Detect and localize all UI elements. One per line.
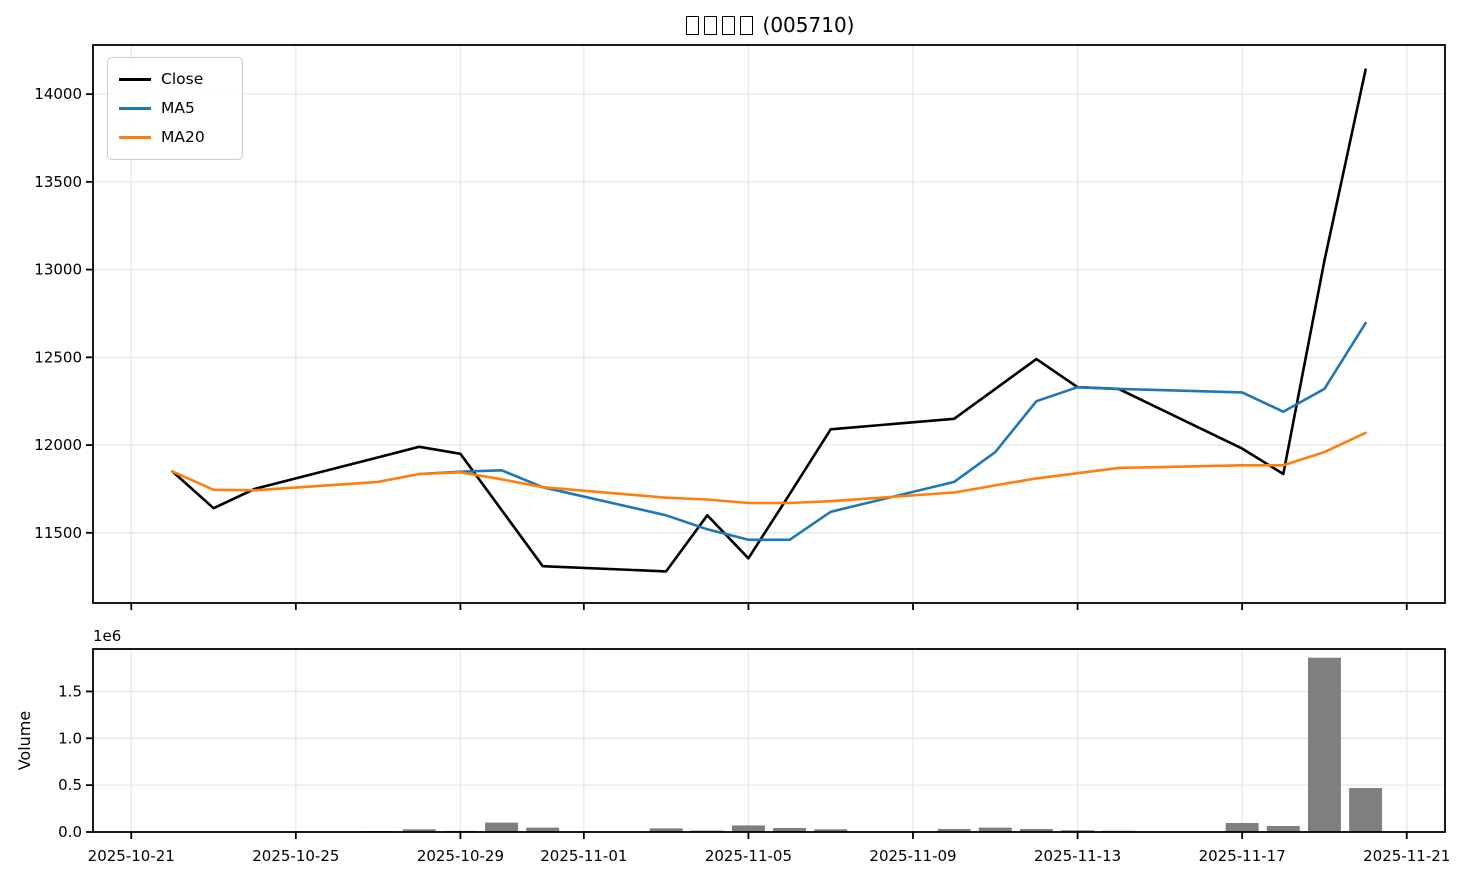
- x-tick-label: 2025-11-09: [869, 847, 956, 865]
- missing-glyph-title-text: [684, 13, 756, 37]
- ma5-line: [417, 321, 1367, 542]
- volume-bar: [649, 828, 683, 832]
- volume-bars: [155, 657, 1383, 832]
- axes-spines: [92, 44, 1446, 833]
- volume-bar: [1307, 657, 1341, 832]
- missing-glyph-box: [686, 16, 700, 35]
- x-tick-label: 2025-10-25: [252, 847, 339, 865]
- volume-y-tick-label: 1.0: [58, 729, 82, 747]
- volume-bar: [485, 822, 519, 832]
- ma5-line-swatch: [119, 107, 151, 110]
- volume-bar: [731, 825, 765, 832]
- volume-bar: [814, 829, 848, 832]
- missing-glyph-box: [722, 16, 736, 35]
- x-tick-label: 2025-11-21: [1363, 847, 1450, 865]
- legend-item-ma20: MA20: [108, 123, 242, 152]
- legend-item-ma5: MA5: [108, 94, 242, 123]
- price-y-tick-label: 14000: [34, 85, 82, 103]
- chart-title: (005710): [93, 13, 1445, 37]
- volume-bar: [402, 829, 436, 832]
- volume-offset-label: 1e6: [93, 627, 121, 645]
- x-tick-label: 2025-11-17: [1199, 847, 1286, 865]
- legend: Close MA5 MA20: [107, 57, 243, 160]
- x-tick-label: 2025-11-13: [1034, 847, 1121, 865]
- volume-bar: [1266, 826, 1300, 832]
- x-tick-label: 2025-10-21: [88, 847, 175, 865]
- price-y-tick-label: 13500: [34, 173, 82, 191]
- x-tick-label: 2025-10-29: [417, 847, 504, 865]
- volume-bar: [526, 827, 560, 832]
- volume-bar: [1225, 823, 1259, 832]
- volume-bar: [1349, 788, 1383, 832]
- volume-y-tick-label: 0.0: [58, 823, 82, 841]
- volume-y-tick-label: 0.5: [58, 776, 82, 794]
- x-tick-label: 2025-11-05: [705, 847, 792, 865]
- volume-axis-label: Volume: [15, 711, 34, 771]
- price-y-tick-label: 13000: [34, 261, 82, 279]
- volume-bar: [978, 827, 1012, 832]
- close-line: [171, 68, 1367, 573]
- price-y-tick-label: 12500: [34, 348, 82, 366]
- legend-item-close: Close: [108, 65, 242, 94]
- legend-label-ma5: MA5: [161, 98, 195, 117]
- ma20-line: [171, 431, 1367, 505]
- price-y-tick-label: 11500: [34, 524, 82, 542]
- stock-code-text: (005710): [762, 13, 855, 37]
- x-tick-label: 2025-11-01: [540, 847, 627, 865]
- close-line-swatch: [119, 78, 151, 81]
- ma20-line-swatch: [119, 136, 151, 139]
- volume-bar: [1019, 829, 1053, 832]
- axis-ticks-and-labels: 2025-10-21 2025-10-25 2025-10-29 2025-11-01…: [15, 85, 1450, 865]
- volume-y-tick-label: 1.5: [58, 682, 82, 700]
- missing-glyph-box: [704, 16, 718, 35]
- price-y-tick-label: 12000: [34, 436, 82, 454]
- volume-bar: [773, 827, 807, 832]
- legend-label-ma20: MA20: [161, 127, 205, 146]
- gridlines: [93, 45, 1445, 832]
- missing-glyph-box: [740, 16, 754, 35]
- volume-bar: [937, 829, 971, 832]
- legend-label-close: Close: [161, 69, 204, 88]
